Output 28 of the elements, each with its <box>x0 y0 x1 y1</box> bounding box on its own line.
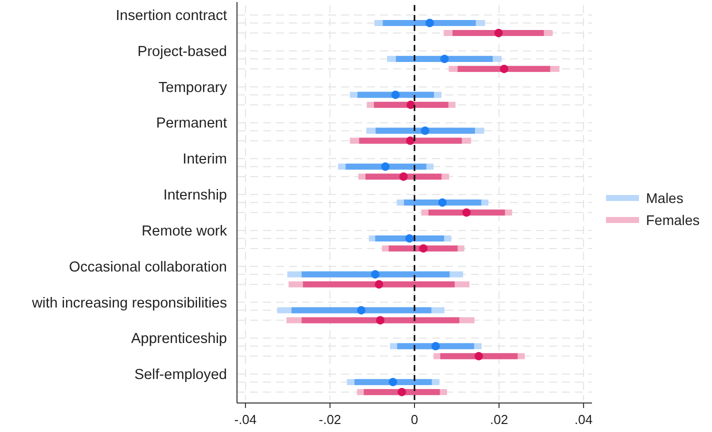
bar <box>302 271 450 278</box>
bar <box>458 66 550 72</box>
y-tick-label: Project-based <box>138 44 227 60</box>
y-tick-label: Remote work <box>142 223 228 240</box>
x-tick-label: -.02 <box>318 412 342 427</box>
bar <box>302 281 455 288</box>
legend-label: Females <box>646 212 700 228</box>
x-tick-label: -.04 <box>234 412 257 427</box>
y-tick-label: Permanent <box>156 116 227 132</box>
bar <box>302 317 460 324</box>
bar <box>452 30 544 36</box>
bar <box>428 210 505 216</box>
x-tick-label: 0 <box>410 412 418 427</box>
y-tick-label: Occasional collaboration <box>69 259 227 276</box>
y-tick-label: Apprenticeship <box>131 331 227 348</box>
y-tick-label: with increasing responsibilities <box>30 295 227 312</box>
bar <box>292 307 432 314</box>
y-tick-label: Insertion contract <box>116 8 227 24</box>
bar <box>382 20 476 26</box>
bar <box>376 128 475 134</box>
bar <box>359 138 462 144</box>
y-tick-label: Self-employed <box>134 367 227 384</box>
x-tick-label: .02 <box>490 412 508 427</box>
legend-label: Males <box>646 190 684 206</box>
x-tick-label: .04 <box>574 412 593 427</box>
y-tick-label: Temporary <box>158 80 228 96</box>
y-tick-label: Interim <box>182 152 227 168</box>
y-tick-label: Internship <box>163 188 227 204</box>
